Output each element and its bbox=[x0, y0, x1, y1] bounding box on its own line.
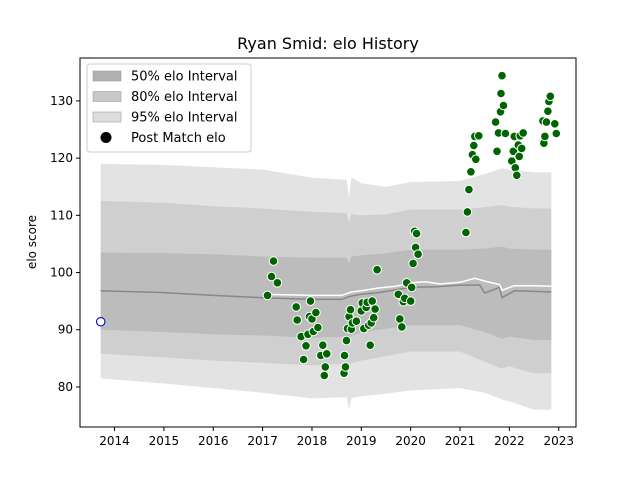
initial-elo-point bbox=[95, 316, 106, 327]
y-tick-label: 90 bbox=[58, 323, 73, 337]
legend-swatch-band95 bbox=[92, 111, 122, 123]
post-match-elo-point bbox=[514, 151, 525, 162]
post-match-elo-point bbox=[397, 322, 407, 332]
legend-label-points: Post Match elo bbox=[131, 131, 226, 146]
x-tick-label: 2019 bbox=[346, 434, 377, 448]
y-tick-label: 110 bbox=[50, 208, 73, 222]
post-match-elo-point bbox=[490, 117, 501, 127]
x-tick-label: 2016 bbox=[198, 434, 229, 448]
post-match-elo-point bbox=[305, 296, 316, 306]
y-axis-label: elo score bbox=[25, 215, 39, 269]
post-match-elo-point bbox=[512, 170, 522, 181]
post-match-elo-point bbox=[345, 304, 356, 315]
legend-marker-points bbox=[100, 132, 112, 143]
post-match-elo-point bbox=[551, 128, 562, 139]
post-match-elo-point bbox=[474, 131, 484, 141]
legend-label-band80: 80% elo Interval bbox=[131, 90, 238, 105]
post-match-elo-point bbox=[311, 307, 321, 318]
legend-label-band95: 95% elo Interval bbox=[131, 111, 238, 126]
legend: 50% elo Interval 80% elo Interval 95% elo … bbox=[86, 63, 252, 153]
post-match-elo-point bbox=[266, 271, 277, 282]
post-match-elo-point bbox=[301, 341, 311, 351]
post-match-elo-point bbox=[351, 316, 362, 327]
post-match-elo-point bbox=[268, 256, 279, 266]
post-match-elo-point bbox=[492, 146, 502, 157]
post-match-elo-point bbox=[496, 88, 506, 99]
post-match-elo-point bbox=[411, 228, 422, 239]
post-match-elo-point bbox=[298, 354, 309, 365]
post-match-elo-point bbox=[339, 350, 350, 361]
x-tick-label: 2022 bbox=[494, 434, 525, 448]
post-match-elo-point bbox=[365, 340, 376, 351]
post-match-elo-point bbox=[406, 282, 417, 293]
x-tick-label: 2017 bbox=[247, 434, 278, 448]
post-match-elo-point bbox=[497, 70, 507, 81]
post-match-elo-point bbox=[466, 167, 476, 177]
post-match-elo-point bbox=[341, 335, 352, 346]
y-tick-label: 120 bbox=[50, 151, 73, 165]
post-match-elo-point bbox=[262, 290, 273, 301]
post-match-elo-point bbox=[461, 227, 471, 238]
post-match-elo-point bbox=[550, 119, 560, 129]
post-match-elo-point bbox=[464, 184, 474, 195]
x-tick-label: 2021 bbox=[445, 434, 476, 448]
post-match-elo-point bbox=[367, 296, 378, 306]
post-match-elo-point bbox=[543, 106, 553, 116]
post-match-elo-point bbox=[541, 117, 552, 127]
post-match-elo-point bbox=[540, 131, 550, 142]
post-match-elo-point bbox=[370, 304, 380, 314]
post-match-elo-point bbox=[320, 362, 331, 372]
post-match-elo-point bbox=[319, 370, 330, 381]
post-match-elo-point bbox=[313, 322, 323, 333]
post-match-elo-point bbox=[272, 278, 283, 288]
plot-area bbox=[95, 70, 562, 410]
post-match-elo-point bbox=[500, 128, 511, 139]
post-match-elo-point bbox=[471, 154, 481, 165]
x-tick-label: 2018 bbox=[297, 434, 328, 448]
y-tick-label: 130 bbox=[50, 94, 73, 108]
legend-label-band50: 50% elo Interval bbox=[131, 70, 238, 85]
post-match-elo-point bbox=[469, 140, 479, 151]
plot-frame bbox=[79, 57, 577, 428]
post-match-elo-point bbox=[408, 258, 418, 269]
legend-box bbox=[86, 63, 252, 153]
post-match-elo-point bbox=[340, 362, 351, 372]
band50-interval-band bbox=[100, 246, 552, 340]
x-tick-label: 2023 bbox=[543, 434, 574, 448]
post-match-elo-point bbox=[368, 312, 379, 323]
post-match-elo-point bbox=[405, 296, 416, 306]
y-tick-label: 100 bbox=[50, 266, 73, 280]
x-tick-label: 2015 bbox=[149, 434, 180, 448]
post-match-elo-point bbox=[372, 264, 382, 275]
post-match-elo-point bbox=[498, 100, 509, 111]
post-match-elo-point bbox=[462, 207, 473, 217]
legend-swatch-band80 bbox=[92, 91, 122, 102]
x-tick-label: 2014 bbox=[99, 434, 130, 448]
post-match-elo-point bbox=[516, 143, 527, 154]
post-match-elo-point bbox=[322, 349, 332, 359]
y-axis: 80 90 100 110 120 130 bbox=[50, 94, 80, 394]
y-tick-label: 80 bbox=[58, 380, 73, 394]
recent-elo-line bbox=[262, 277, 552, 297]
x-tick-label: 2020 bbox=[395, 434, 426, 448]
post-match-elo-point bbox=[318, 340, 328, 351]
post-match-elo-point bbox=[292, 315, 303, 325]
chart-title: Ryan Smid: elo History bbox=[237, 34, 419, 53]
post-match-elo-point bbox=[395, 314, 405, 324]
legend-swatch-band50 bbox=[92, 70, 122, 82]
post-match-elo-point bbox=[545, 91, 556, 102]
x-axis: 2014 2015 2016 2017 2018 2019 2020 2021 2022 2023 bbox=[99, 427, 574, 448]
post-match-elo-point bbox=[291, 302, 302, 312]
post-match-elo-point bbox=[413, 249, 423, 259]
post-match-elo-point bbox=[518, 128, 529, 138]
